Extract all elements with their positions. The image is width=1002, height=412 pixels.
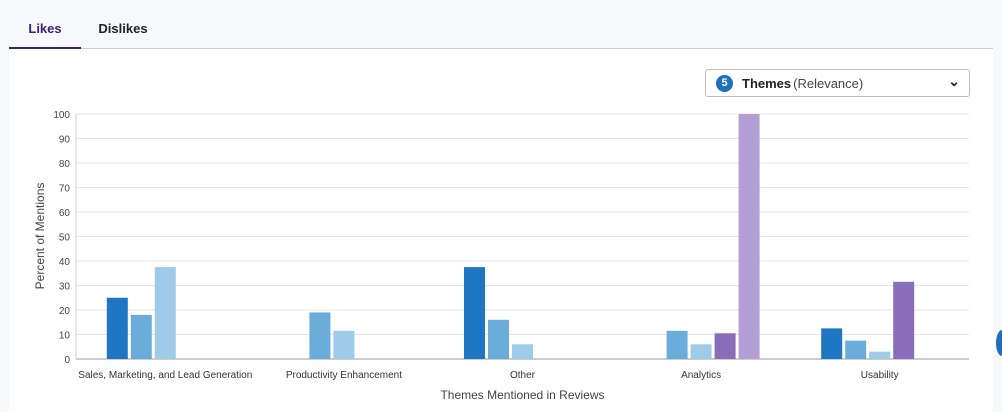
bar [690, 344, 712, 359]
bar [738, 114, 760, 359]
dropdown-sublabel: (Relevance) [793, 76, 864, 91]
y-tick-label: 80 [59, 159, 71, 170]
y-tick-label: 40 [59, 257, 71, 268]
bar [666, 330, 688, 359]
y-tick-label: 20 [59, 306, 71, 317]
theme-count-badge: 5 [716, 75, 733, 92]
bar [488, 319, 509, 359]
bar [106, 297, 128, 359]
x-tick-label: Analytics [681, 370, 721, 381]
bar [869, 351, 891, 359]
tab-bar: Likes Dislikes [9, 14, 993, 50]
y-tick-label: 100 [53, 110, 70, 121]
bar [821, 328, 843, 359]
y-tick-label: 0 [64, 355, 70, 366]
x-tick-label: Sales, Marketing, and Lead Generation [78, 370, 252, 381]
tab-dislikes[interactable]: Dislikes [98, 21, 148, 36]
themes-dropdown[interactable]: 5 Themes (Relevance) ⌄ [705, 69, 970, 97]
dropdown-label: Themes [742, 76, 792, 91]
y-axis-title: Percent of Mentions [33, 183, 47, 290]
y-tick-label: 10 [59, 331, 71, 342]
y-tick-label: 60 [59, 208, 71, 219]
x-axis-title: Themes Mentioned in Reviews [440, 388, 604, 402]
y-tick-label: 90 [59, 135, 71, 146]
bar [154, 267, 176, 359]
bar [333, 330, 355, 359]
bar [309, 312, 331, 359]
bar [130, 314, 152, 359]
x-tick-label: Other [510, 370, 536, 381]
y-tick-label: 50 [59, 233, 71, 244]
scroll-handle[interactable] [996, 330, 1002, 356]
chevron-down-icon: ⌄ [948, 73, 960, 89]
tab-likes[interactable]: Likes [9, 14, 81, 50]
bar [464, 267, 485, 359]
bar [845, 340, 867, 359]
y-tick-label: 30 [59, 282, 71, 293]
x-tick-label: Usability [861, 370, 899, 381]
bar [893, 281, 915, 359]
x-tick-label: Productivity Enhancement [286, 370, 402, 381]
bar [512, 344, 533, 359]
bar [714, 333, 736, 359]
y-tick-label: 70 [59, 184, 71, 195]
